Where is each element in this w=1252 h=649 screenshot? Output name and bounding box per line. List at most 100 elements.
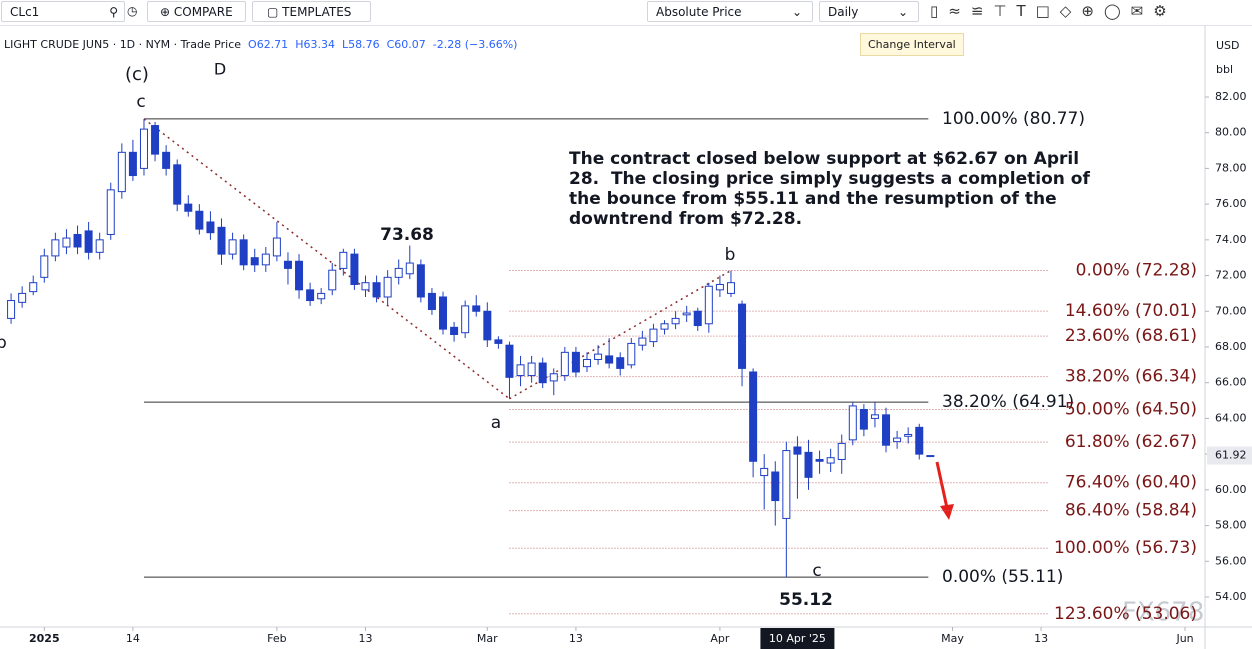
candle-body bbox=[51, 239, 60, 257]
unit: bbl bbox=[1216, 63, 1233, 76]
candle-body bbox=[793, 446, 802, 455]
last-price-bg bbox=[1207, 446, 1252, 465]
templates-button[interactable]: ▢ TEMPLATES bbox=[252, 1, 371, 22]
candle-body bbox=[73, 233, 82, 248]
candle-body bbox=[505, 344, 514, 378]
candle-body bbox=[494, 339, 503, 344]
symbol-input[interactable]: CLc1 ⚲ bbox=[1, 1, 125, 22]
templates-label: TEMPLATES bbox=[282, 5, 352, 19]
wave-line bbox=[143, 118, 510, 400]
compare-button[interactable]: ⊕ COMPARE bbox=[147, 1, 246, 22]
candle-body bbox=[516, 364, 525, 377]
candle-body bbox=[427, 292, 436, 310]
candle-body bbox=[95, 239, 104, 253]
candle-body bbox=[915, 426, 924, 455]
x-tick-label: 13 bbox=[569, 632, 583, 645]
compare-label: COMPARE bbox=[173, 5, 233, 19]
fib-label: 100.00% (80.77) bbox=[942, 109, 1085, 129]
watermark: FX678 bbox=[1122, 598, 1204, 628]
candle-body bbox=[560, 351, 569, 377]
note-line: The contract closed below support at $62… bbox=[569, 149, 1079, 169]
candle-body bbox=[128, 151, 137, 177]
candle-body bbox=[726, 282, 735, 294]
candle-body bbox=[527, 362, 536, 377]
note-line: downtrend from $72.28. bbox=[569, 209, 802, 229]
candle-body bbox=[638, 337, 647, 346]
candle-body bbox=[549, 373, 558, 382]
candle-body bbox=[926, 455, 935, 458]
candle-body bbox=[682, 312, 691, 316]
candle-body bbox=[594, 353, 603, 360]
clock-icon[interactable]: ◷ bbox=[127, 4, 138, 18]
candle-body bbox=[461, 305, 470, 334]
candle-body bbox=[826, 457, 835, 464]
y-tick-label: 60.00 bbox=[1215, 483, 1247, 496]
x-tick-label: 13 bbox=[358, 632, 372, 645]
candle-body bbox=[184, 203, 193, 212]
x-tick-label: 14 bbox=[126, 632, 140, 645]
candle-body bbox=[704, 285, 713, 325]
candle-body bbox=[605, 355, 614, 364]
candle-body bbox=[627, 342, 636, 366]
legend-low: L58.76 bbox=[341, 38, 380, 51]
candle-body bbox=[538, 362, 547, 384]
candle-body bbox=[372, 282, 381, 298]
symbol: CLc1 bbox=[10, 5, 40, 19]
candle-body bbox=[173, 164, 182, 205]
currency: USD bbox=[1216, 39, 1240, 52]
y-tick-label: 58.00 bbox=[1215, 519, 1247, 532]
y-tick-label: 74.00 bbox=[1215, 233, 1247, 246]
candle-body bbox=[40, 255, 49, 278]
candle-body bbox=[217, 226, 226, 255]
x-tick-label: Jun bbox=[1175, 632, 1193, 645]
fib-label: 38.20% (64.91) bbox=[942, 392, 1074, 412]
candle-body bbox=[228, 239, 237, 255]
annotation: b bbox=[0, 333, 7, 353]
arrow-head bbox=[940, 504, 954, 520]
last-price-label: 61.92 bbox=[1215, 449, 1247, 462]
candle-body bbox=[882, 414, 891, 446]
candle-body bbox=[261, 253, 270, 266]
fib-label: 86.40% (58.84) bbox=[1065, 501, 1197, 521]
candle-body bbox=[295, 260, 304, 291]
candle-body bbox=[328, 269, 337, 291]
candle-body bbox=[306, 289, 315, 302]
candle-body bbox=[239, 239, 248, 266]
candle-body bbox=[195, 210, 204, 230]
annotation: b bbox=[725, 245, 736, 265]
candle-body bbox=[771, 471, 780, 502]
candle-body bbox=[272, 237, 281, 257]
fib-label: 76.40% (60.40) bbox=[1065, 473, 1197, 493]
candle-body bbox=[760, 467, 769, 477]
candle-body bbox=[660, 323, 669, 330]
candle-body bbox=[904, 433, 913, 437]
legend-title: LIGHT CRUDE JUN5 · 1D · NYM · Trade Pric… bbox=[4, 38, 242, 51]
candle-body bbox=[837, 442, 846, 460]
legend: LIGHT CRUDE JUN5 · 1D · NYM · Trade Pric… bbox=[4, 38, 517, 51]
tool-icons[interactable]: ▯≈≌⊤T□◇⊕◯✉⚙ bbox=[930, 2, 1177, 20]
y-tick-label: 82.00 bbox=[1215, 90, 1247, 103]
candle-body bbox=[339, 251, 348, 269]
interval-select[interactable]: Daily ⌄ bbox=[819, 1, 919, 22]
candle-body bbox=[162, 151, 171, 169]
fib-label: 0.00% (72.28) bbox=[1076, 261, 1197, 281]
candle-body bbox=[693, 310, 702, 327]
candle-body bbox=[139, 128, 148, 169]
fib-label: 50.00% (64.50) bbox=[1065, 399, 1197, 419]
fib-label: 123.60% (53.06) bbox=[1054, 604, 1197, 624]
annotation: a bbox=[491, 413, 501, 433]
tooltip: Change Interval bbox=[860, 33, 964, 56]
price-mode-select[interactable]: Absolute Price ⌄ bbox=[647, 1, 813, 22]
fib-label: 14.60% (70.01) bbox=[1065, 301, 1197, 321]
candle-body bbox=[749, 371, 758, 462]
candle-body bbox=[317, 292, 326, 300]
note-line: 28. The closing price simply suggests a … bbox=[569, 169, 1090, 189]
candle-body bbox=[394, 267, 403, 278]
candle-body bbox=[483, 310, 492, 341]
price-mode: Absolute Price bbox=[656, 5, 742, 19]
fib-label: 23.60% (68.61) bbox=[1065, 326, 1197, 346]
y-tick-label: 70.00 bbox=[1215, 304, 1247, 317]
x-tick-label: Apr bbox=[710, 632, 730, 645]
chevron: ⌄ bbox=[791, 5, 802, 19]
